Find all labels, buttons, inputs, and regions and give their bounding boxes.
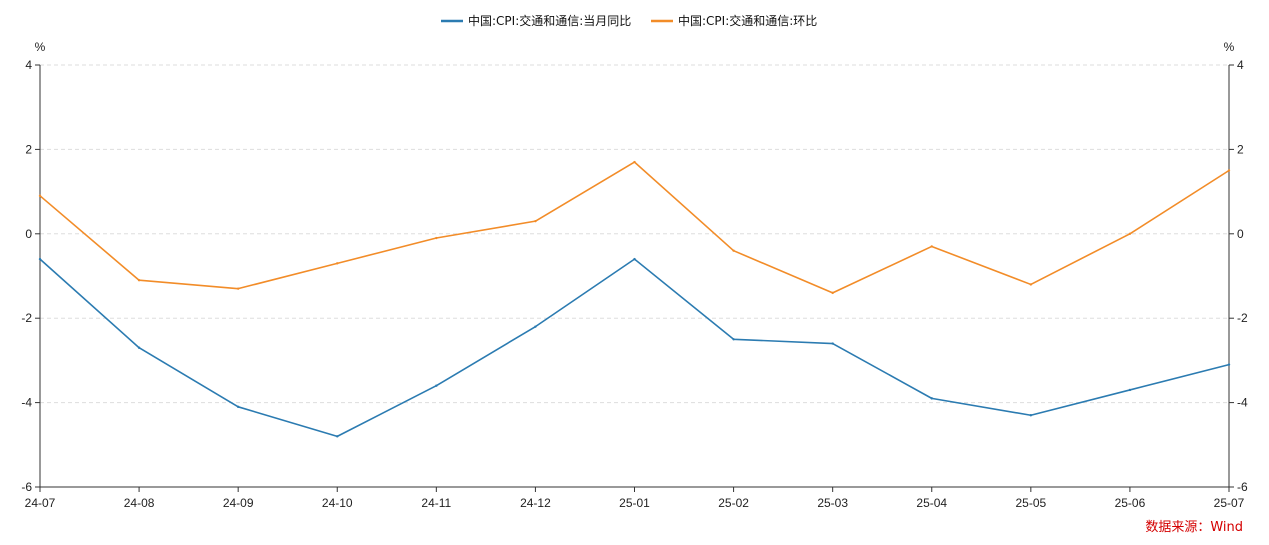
series-line-1: [39, 258, 1230, 438]
y-unit-left: %: [35, 40, 46, 54]
data-point: [336, 435, 339, 438]
data-point: [236, 287, 240, 290]
y-tick-label-left: -2: [21, 311, 32, 325]
data-point: [137, 346, 141, 349]
x-tick-label: 24-11: [421, 496, 451, 510]
data-point: [633, 160, 636, 164]
x-tick-label: 25-01: [619, 496, 650, 510]
data-point: [930, 397, 933, 400]
data-point: [336, 262, 339, 265]
data-point: [1128, 232, 1132, 235]
y-tick-label-left: 0: [25, 227, 32, 241]
y-tick-label-right: -2: [1237, 311, 1248, 325]
y-tick-label-right: -6: [1237, 480, 1248, 494]
y-tick-label-left: -6: [21, 480, 32, 494]
x-tick-label: 24-09: [223, 496, 254, 510]
data-point: [930, 245, 933, 248]
x-tick-label: 25-06: [1115, 496, 1146, 510]
x-tick-label: 24-08: [124, 496, 155, 510]
x-tick-label: 25-07: [1214, 496, 1245, 510]
data-point: [732, 338, 735, 341]
source-note: 数据来源：Wind: [1145, 520, 1243, 535]
y-tick-label-right: 4: [1237, 58, 1244, 72]
data-point: [633, 257, 636, 261]
x-tick-label: 24-10: [322, 496, 353, 510]
data-point: [1227, 169, 1231, 172]
data-point: [137, 279, 141, 282]
data-point: [534, 219, 537, 223]
y-tick-label-left: 4: [25, 58, 32, 72]
y-tick-label-right: 2: [1237, 142, 1244, 156]
y-unit-right: %: [1224, 40, 1235, 54]
data-point: [435, 384, 438, 387]
y-tick-label-right: -4: [1237, 396, 1248, 410]
y-tick-label-left: 2: [25, 142, 32, 156]
data-point: [236, 405, 240, 409]
data-point: [732, 249, 735, 252]
data-point: [831, 342, 834, 345]
legend-label-2: 中国:CPI:交通和通信:环比: [678, 13, 817, 28]
data-point: [534, 325, 537, 328]
data-point: [38, 194, 42, 198]
x-tick-label: 24-07: [25, 496, 56, 510]
data-point: [1227, 363, 1231, 366]
x-tick-label: 25-05: [1015, 496, 1046, 510]
y-tick-label-right: 0: [1237, 227, 1244, 241]
data-point: [38, 257, 42, 261]
data-point: [1029, 283, 1033, 286]
x-tick-label: 25-02: [718, 496, 749, 510]
x-tick-label: 24-12: [520, 496, 551, 510]
data-point: [831, 291, 834, 295]
x-tick-label: 25-03: [817, 496, 848, 510]
legend-label-1: 中国:CPI:交通和通信:当月同比: [468, 13, 631, 28]
data-point: [435, 236, 438, 240]
series-line-2: [39, 161, 1230, 294]
data-point: [1029, 414, 1033, 417]
x-tick-label: 25-04: [916, 496, 947, 510]
y-tick-label-left: -4: [21, 396, 32, 410]
data-point: [1128, 388, 1132, 392]
